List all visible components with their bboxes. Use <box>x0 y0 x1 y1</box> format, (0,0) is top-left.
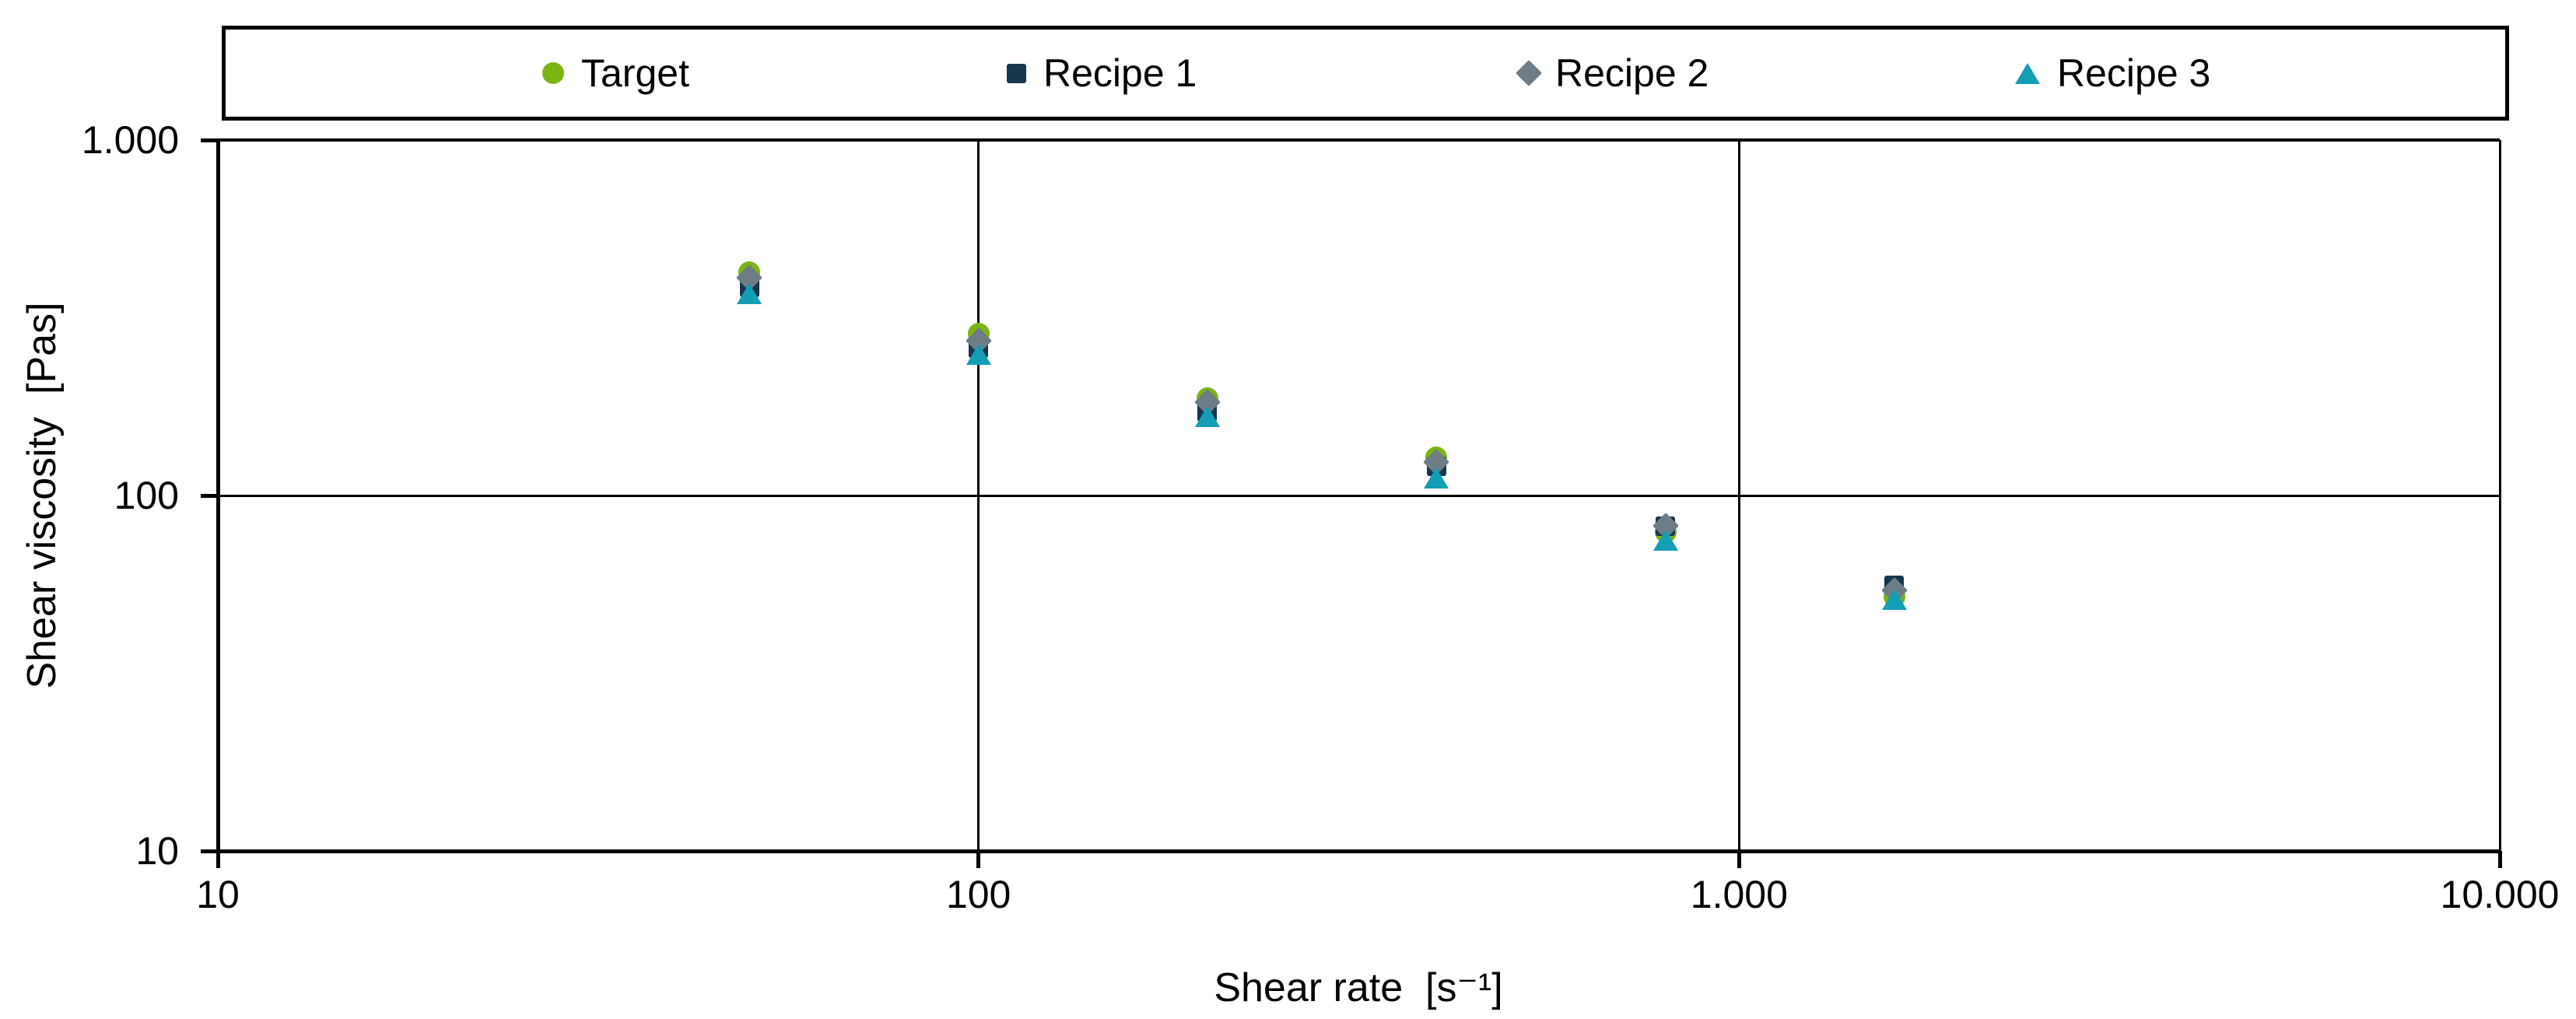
gridline-horizontal <box>218 849 2500 853</box>
y-tick-label: 100 <box>114 474 179 517</box>
data-point <box>1652 529 1678 551</box>
triangle-marker-icon <box>2015 62 2040 84</box>
y-axis-tick <box>201 849 218 853</box>
y-axis-tick <box>201 138 218 142</box>
y-axis-tick <box>201 493 218 498</box>
x-tick-label: 10 <box>196 873 240 916</box>
data-point <box>737 282 762 304</box>
data-point <box>1424 467 1449 488</box>
legend-label: Recipe 2 <box>1555 51 1709 95</box>
data-point <box>1194 405 1220 427</box>
gridline-vertical <box>2498 140 2501 851</box>
legend-item-recipe-3: Recipe 3 <box>2015 30 2210 117</box>
square-marker-icon <box>1007 63 1026 83</box>
legend-item-recipe-1: Recipe 1 <box>1007 30 1197 117</box>
x-axis-tick <box>976 851 981 868</box>
circle-marker-icon <box>542 62 564 84</box>
legend: Target Recipe 1 Recipe 2 Recipe 3 <box>222 26 2509 121</box>
legend-label: Target <box>581 51 689 95</box>
x-axis-tick <box>1737 851 1741 868</box>
legend-item-recipe-2: Recipe 2 <box>1516 30 1709 117</box>
diamond-marker-icon <box>1516 60 1542 86</box>
x-tick-label: 1.000 <box>1690 873 1788 916</box>
x-tick-label: 10.000 <box>2440 873 2560 916</box>
x-axis-tick <box>216 851 220 868</box>
x-axis-title: Shear rate [s⁻¹] <box>1214 965 1503 1010</box>
gridline-horizontal <box>218 494 2500 497</box>
y-tick-label: 10 <box>135 829 179 873</box>
legend-item-target: Target <box>542 30 689 117</box>
x-axis-tick <box>2497 851 2502 868</box>
legend-label: Recipe 1 <box>1043 51 1197 95</box>
gridline-horizontal <box>218 138 2500 142</box>
y-tick-label: 1.000 <box>81 118 179 162</box>
data-point <box>1881 589 1907 611</box>
legend-label: Recipe 3 <box>2057 51 2211 95</box>
data-point <box>966 343 991 365</box>
x-tick-label: 100 <box>945 873 1011 916</box>
